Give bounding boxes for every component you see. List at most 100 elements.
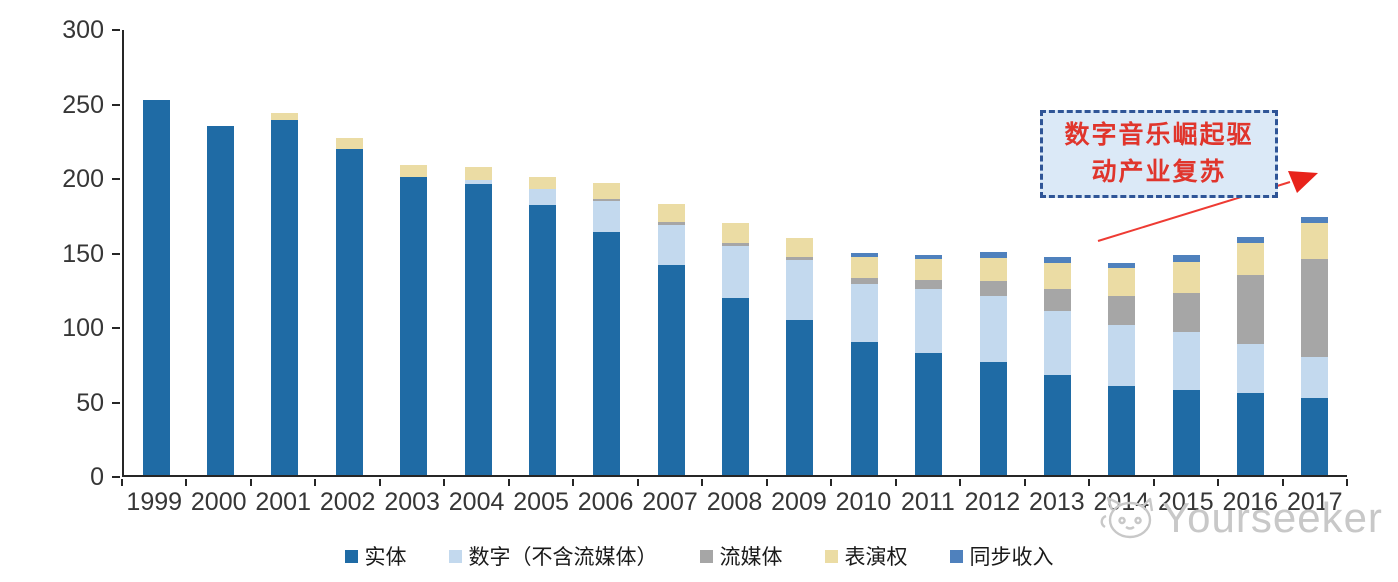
x-axis-label: 2016	[1222, 488, 1279, 516]
x-axis-label: 2005	[513, 488, 569, 516]
bar-column-2006	[575, 30, 639, 475]
bar-segment	[593, 232, 621, 475]
bar-segment	[1108, 296, 1136, 325]
bar-column-2011	[897, 30, 961, 475]
x-axis-label: 2017	[1286, 488, 1343, 516]
bar-segment	[464, 179, 492, 185]
stacked-bar-2011	[915, 254, 943, 475]
stacked-bar-2001	[271, 112, 299, 475]
x-axis-tick	[830, 479, 833, 486]
bar-segment	[850, 278, 878, 285]
bar-column-1999	[124, 30, 188, 475]
bar-column-2013	[1025, 30, 1089, 475]
stacked-bar-2016	[1237, 236, 1265, 475]
legend-label: 流媒体	[719, 546, 783, 569]
stacked-bar-2013	[1043, 257, 1071, 475]
bar-column-2014	[1090, 30, 1154, 475]
x-axis-label: 2013	[1029, 488, 1085, 516]
bar-segment	[464, 166, 492, 180]
x-axis-tick	[1217, 479, 1220, 486]
bar-segment	[1108, 263, 1136, 268]
bar-column-2007	[639, 30, 703, 475]
y-axis-tick	[112, 476, 120, 478]
bar-segment	[1172, 390, 1200, 475]
x-axis-label: 2010	[835, 488, 892, 516]
bar-segment	[1301, 258, 1329, 358]
bar-segment	[1043, 288, 1071, 312]
x-axis-tick	[378, 479, 381, 486]
legend-label: 表演权	[844, 546, 908, 569]
x-axis-label: 2011	[901, 488, 955, 516]
bar-segment	[1237, 242, 1265, 276]
y-axis-tick	[112, 29, 120, 31]
x-axis-label: 2002	[319, 488, 376, 516]
legend-item: 同步收入	[949, 541, 1054, 571]
bar-column-2008	[703, 30, 767, 475]
y-axis-tick-label: 300	[62, 16, 104, 44]
bar-column-2017	[1283, 30, 1347, 475]
stacked-bar-2012	[979, 251, 1007, 475]
y-axis-tick	[112, 103, 120, 106]
stacked-bar-2015	[1172, 254, 1200, 475]
bar-segment	[1043, 263, 1071, 289]
bar-column-2010	[832, 30, 896, 475]
bar-segment	[1172, 261, 1200, 294]
bar-segment	[593, 199, 621, 201]
bar-segment	[722, 223, 750, 243]
watermark-brand-text: Yourseeker	[1162, 494, 1383, 541]
bar-segment	[1108, 267, 1136, 297]
stacked-bar-2009	[786, 238, 814, 475]
stacked-bar-2014	[1108, 263, 1136, 475]
legend-item: 数字（不含流媒体）	[448, 541, 658, 571]
x-axis-tick	[314, 479, 317, 486]
y-axis-tick-label: 150	[62, 239, 104, 268]
bar-segment	[915, 279, 943, 289]
y-axis-tick-label: 50	[76, 388, 104, 417]
bar-column-2015	[1154, 30, 1218, 475]
bar-column-2009	[768, 30, 832, 475]
bar-segment	[464, 184, 492, 475]
x-axis-tick	[572, 479, 575, 486]
bar-segment	[528, 188, 556, 206]
bar-segment	[657, 264, 685, 475]
x-axis-label: 1999	[126, 488, 183, 516]
bar-segment	[786, 257, 814, 261]
bar-segment	[657, 224, 685, 265]
x-axis-label: 2009	[771, 488, 827, 516]
x-axis-tick	[185, 479, 188, 486]
bar-segment	[207, 126, 235, 475]
bar-segment	[1043, 375, 1071, 475]
bar-segment	[979, 296, 1007, 362]
bar-segment	[1108, 385, 1136, 475]
legend-label: 实体	[364, 546, 407, 569]
stacked-bar-2002	[335, 138, 363, 475]
stacked-bar-2006	[593, 183, 621, 475]
watermark: Yourseeker	[1098, 494, 1383, 542]
bar-segment	[1172, 254, 1200, 262]
stacked-bar-2007	[657, 203, 685, 475]
legend-marker-icon	[949, 549, 963, 563]
legend-marker-icon	[344, 549, 358, 563]
bar-segment	[722, 245, 750, 298]
bar-segment	[979, 251, 1007, 258]
bar-segment	[1237, 343, 1265, 394]
legend: 实体 数字（不含流媒体） 流媒体 表演权 同步收入	[0, 541, 1398, 571]
bar-segment	[850, 342, 878, 475]
bar-segment	[915, 258, 943, 280]
yourseeker-cat-logo-icon	[1100, 496, 1154, 539]
bar-segment	[593, 183, 621, 200]
bar-column-2001	[253, 30, 317, 475]
bar-segment	[979, 281, 1007, 297]
bar-segment	[593, 200, 621, 233]
bar-segment	[335, 138, 363, 149]
legend-label: 数字（不含流媒体）	[468, 546, 658, 569]
bar-segment	[850, 253, 878, 258]
x-axis-tick	[636, 479, 639, 486]
stacked-bar-2017	[1301, 217, 1329, 475]
bar-segment	[915, 352, 943, 475]
bar-column-2016	[1218, 30, 1282, 475]
bar-segment	[1237, 275, 1265, 344]
y-axis-tick-label: 100	[62, 314, 104, 342]
y-axis-tick	[112, 252, 120, 255]
